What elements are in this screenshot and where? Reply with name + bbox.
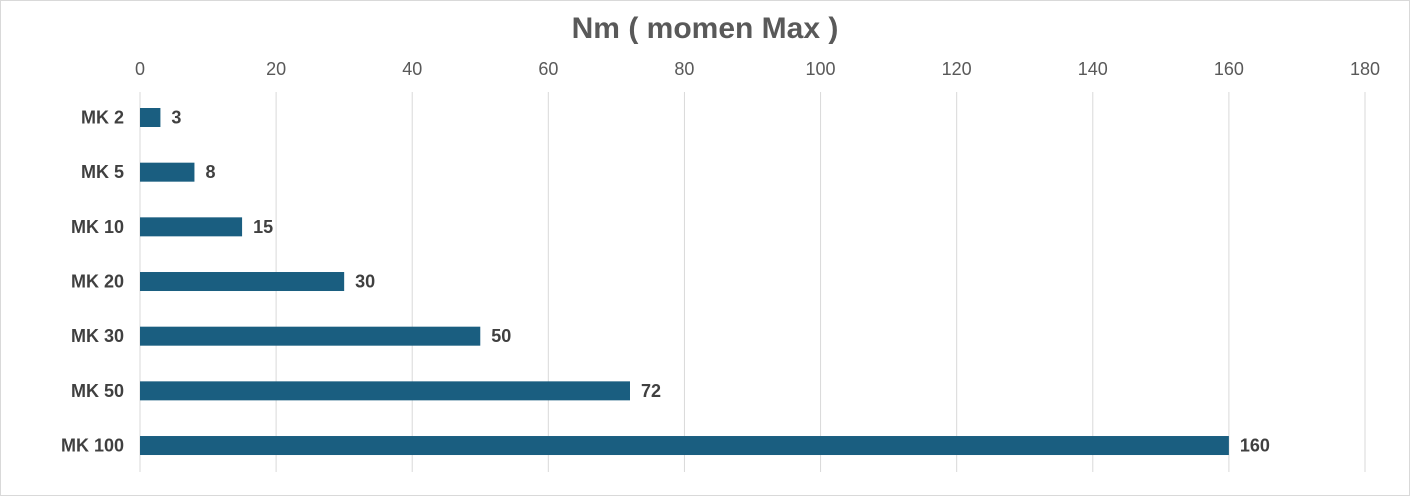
x-tick-label: 60 [538,59,558,79]
x-tick-label: 20 [266,59,286,79]
x-tick-label: 180 [1350,59,1380,79]
data-label: 72 [641,381,661,401]
x-tick-label: 80 [674,59,694,79]
bar [140,162,195,182]
x-tick-label: 40 [402,59,422,79]
category-label: MK 30 [71,326,124,346]
bar [140,326,481,346]
x-tick-label: 100 [806,59,836,79]
data-label: 3 [171,108,181,128]
data-label: 30 [355,272,375,292]
x-tick-label: 0 [135,59,145,79]
data-label: 50 [491,326,511,346]
category-label: MK 20 [71,272,124,292]
category-label: MK 2 [81,108,124,128]
bar [140,108,161,127]
category-label: MK 10 [71,217,124,237]
x-tick-label: 120 [942,59,972,79]
category-label: MK 50 [71,381,124,401]
bar [140,217,243,237]
bar [140,381,630,401]
chart-title: Nm ( momen Max ) [571,12,839,45]
x-tick-label: 140 [1078,59,1108,79]
bar [140,436,1229,456]
x-tick-label: 160 [1214,59,1244,79]
data-label: 15 [253,217,273,237]
data-label: 160 [1240,436,1270,456]
category-label: MK 100 [61,436,124,456]
bar [140,272,345,292]
category-label: MK 5 [81,162,124,182]
data-label: 8 [205,162,215,182]
